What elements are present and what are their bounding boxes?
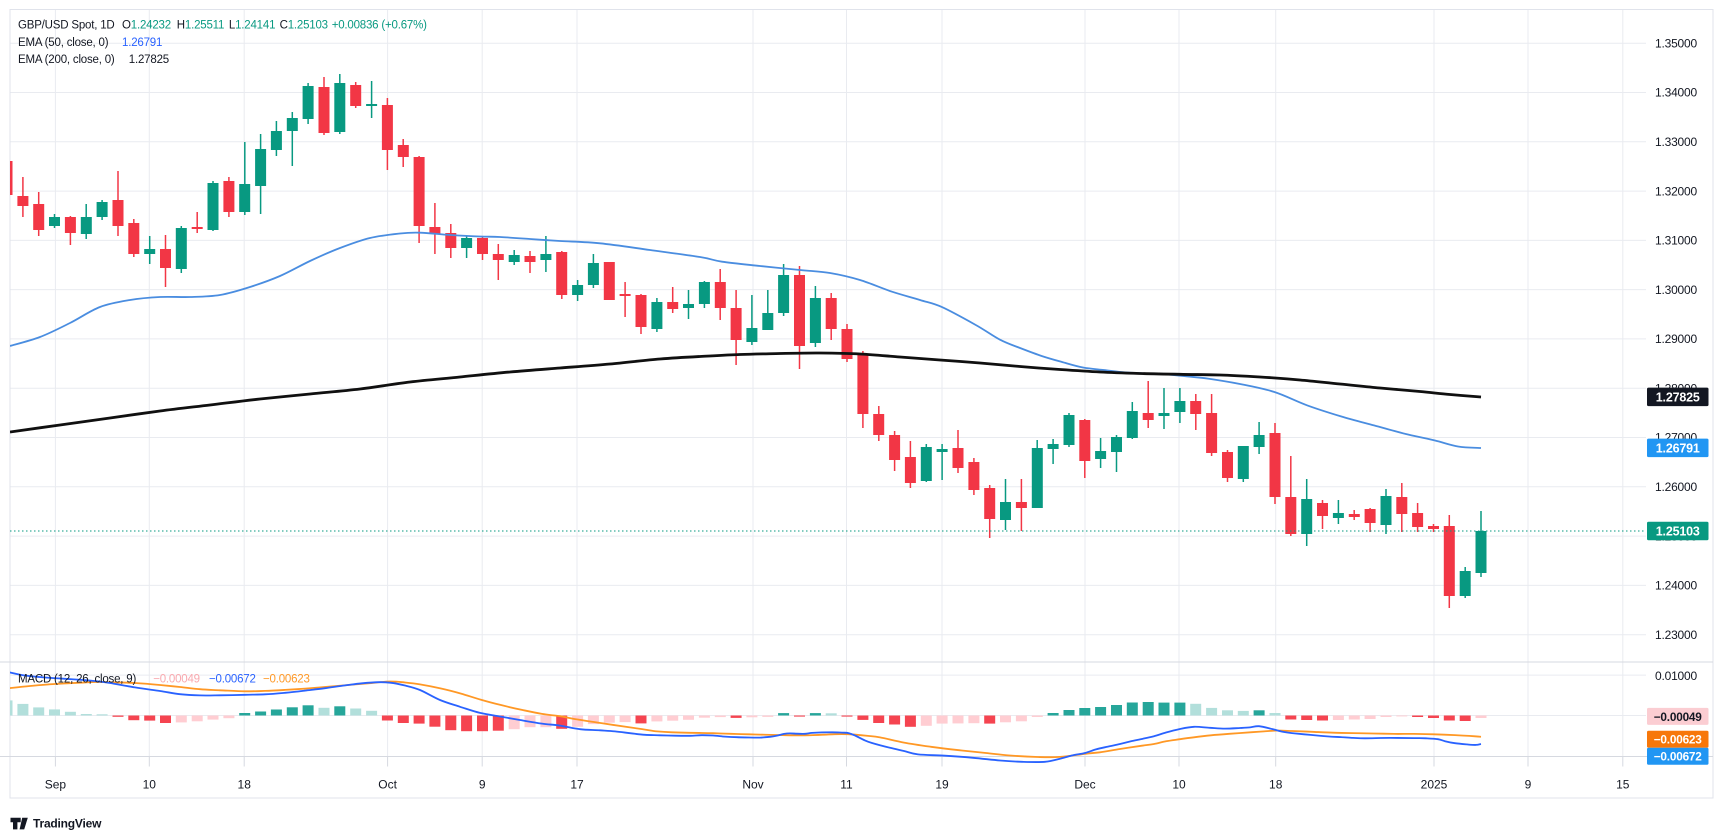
svg-text:L1.24141: L1.24141 <box>229 20 275 32</box>
svg-text:1.24000: 1.24000 <box>1655 579 1698 593</box>
svg-text:Sep: Sep <box>45 778 67 792</box>
svg-text:1.31000: 1.31000 <box>1655 234 1698 248</box>
svg-text:Oct: Oct <box>378 778 397 792</box>
svg-text:EMA (50, close, 0): EMA (50, close, 0) <box>18 37 109 49</box>
svg-text:1.26791: 1.26791 <box>122 37 162 49</box>
svg-text:C1.25103: C1.25103 <box>280 20 328 32</box>
svg-text:GBP/USD Spot, 1D: GBP/USD Spot, 1D <box>18 20 115 32</box>
svg-text:−0.00049: −0.00049 <box>1654 710 1703 724</box>
svg-text:0.01000: 0.01000 <box>1655 669 1698 683</box>
svg-text:18: 18 <box>238 778 252 792</box>
svg-text:1.26000: 1.26000 <box>1655 480 1698 494</box>
svg-text:9: 9 <box>479 778 486 792</box>
svg-text:TradingView: TradingView <box>33 817 102 831</box>
svg-text:EMA (200, close, 0): EMA (200, close, 0) <box>18 54 115 66</box>
svg-text:MACD (12, 26, close, 9): MACD (12, 26, close, 9) <box>18 674 136 686</box>
svg-text:1.29000: 1.29000 <box>1655 332 1698 346</box>
svg-text:18: 18 <box>1269 778 1283 792</box>
svg-text:10: 10 <box>1172 778 1186 792</box>
svg-text:−0.00672: −0.00672 <box>209 674 256 686</box>
svg-text:9: 9 <box>1525 778 1532 792</box>
svg-text:H1.25511: H1.25511 <box>177 20 224 32</box>
svg-text:2025: 2025 <box>1421 778 1448 792</box>
svg-text:1.25103: 1.25103 <box>1656 524 1700 538</box>
svg-text:19: 19 <box>935 778 949 792</box>
svg-text:+0.00836 (+0.67%): +0.00836 (+0.67%) <box>332 20 427 32</box>
svg-text:Nov: Nov <box>742 778 763 792</box>
svg-text:1.23000: 1.23000 <box>1655 628 1698 642</box>
svg-text:1.35000: 1.35000 <box>1655 36 1698 50</box>
svg-text:10: 10 <box>143 778 157 792</box>
svg-text:15: 15 <box>1616 778 1630 792</box>
svg-text:1.32000: 1.32000 <box>1655 184 1698 198</box>
svg-text:−0.00672: −0.00672 <box>1654 750 1703 764</box>
svg-text:−0.00623: −0.00623 <box>263 674 310 686</box>
svg-text:11: 11 <box>840 778 853 792</box>
svg-text:1.26791: 1.26791 <box>1656 441 1700 455</box>
svg-text:−0.00623: −0.00623 <box>1654 733 1703 747</box>
svg-text:1.27825: 1.27825 <box>129 54 169 66</box>
svg-text:1.34000: 1.34000 <box>1655 86 1698 100</box>
svg-text:1.30000: 1.30000 <box>1655 283 1698 297</box>
svg-text:−0.00049: −0.00049 <box>153 674 200 686</box>
svg-text:O1.24232: O1.24232 <box>122 20 171 32</box>
svg-text:1.33000: 1.33000 <box>1655 135 1698 149</box>
svg-text:17: 17 <box>570 778 584 792</box>
svg-text:1.27825: 1.27825 <box>1656 390 1700 404</box>
svg-text:Dec: Dec <box>1074 778 1095 792</box>
